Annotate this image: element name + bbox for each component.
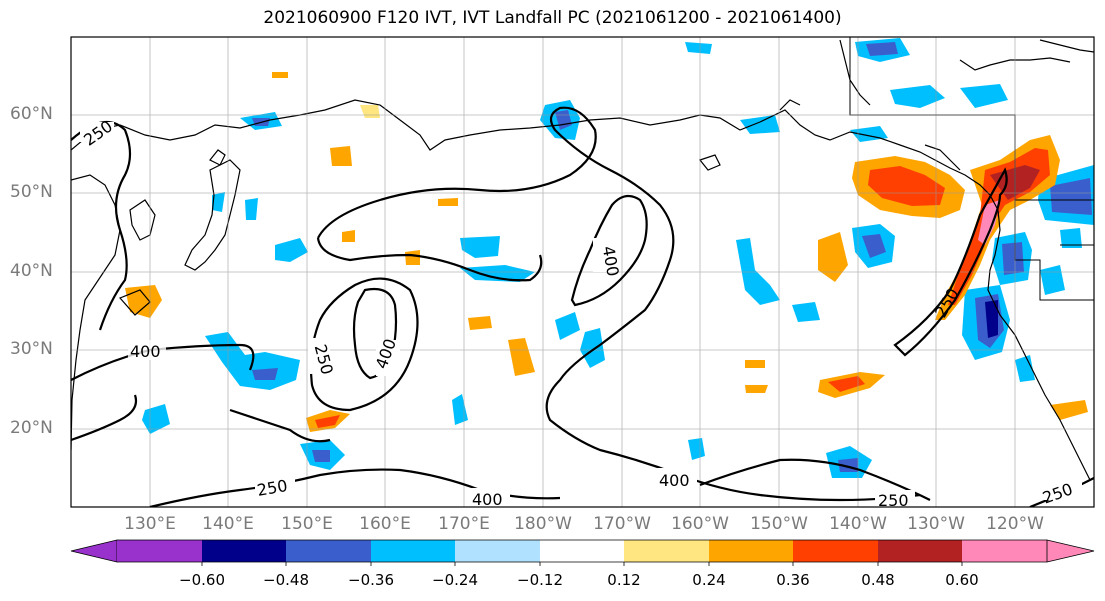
map-frame xyxy=(70,36,1095,508)
lon-label: 180°W xyxy=(514,514,572,534)
colorbar-tick-label: 0.60 xyxy=(945,571,979,589)
colorbar-tick-label: −0.12 xyxy=(517,571,563,589)
colorbar-extend-high xyxy=(1046,539,1095,563)
colorbar-segment xyxy=(962,540,1047,562)
gridlines xyxy=(71,37,1094,507)
colorbar-segment xyxy=(540,540,624,562)
contour-label-400-south: 400 xyxy=(472,490,503,509)
colorbar-tick-label: 0.36 xyxy=(776,571,810,589)
colorbar-segment xyxy=(371,540,455,562)
colorbar-extend-low xyxy=(70,539,118,563)
contour-label-250-south: 250 xyxy=(256,476,289,500)
colorbar-segment xyxy=(286,540,371,562)
colorbar-segment xyxy=(878,540,962,562)
contour-label-250-se: 250 xyxy=(878,491,909,510)
colorbar xyxy=(70,539,1095,566)
contour-label-400-center: 400 xyxy=(599,245,623,278)
colorbar-tick-label: −0.48 xyxy=(263,571,309,589)
colorbar-segment xyxy=(202,540,286,562)
lon-label: 150°W xyxy=(750,514,808,534)
lon-label: 140°E xyxy=(202,514,254,534)
colorbar-tick-label: −0.36 xyxy=(348,571,394,589)
lon-label: 140°W xyxy=(829,514,887,534)
lon-label: 170°W xyxy=(593,514,651,534)
lon-label: 120°W xyxy=(986,514,1044,534)
lat-label: 40°N xyxy=(10,261,53,281)
lon-label: 170°E xyxy=(438,514,490,534)
colorbar-segment xyxy=(709,540,793,562)
lon-label: 130°E xyxy=(124,514,176,534)
lat-label: 20°N xyxy=(10,418,53,438)
colorbar-segment xyxy=(793,540,878,562)
colorbar-segment xyxy=(455,540,540,562)
lat-label: 50°N xyxy=(10,182,53,202)
map-title: 2021060900 F120 IVT, IVT Landfall PC (20… xyxy=(263,8,842,28)
colorbar-segment xyxy=(117,540,202,562)
coastlines xyxy=(71,39,1094,481)
colorbar-tick-label: −0.24 xyxy=(432,571,478,589)
lon-label: 150°E xyxy=(281,514,333,534)
lon-label: 160°E xyxy=(359,514,411,534)
contour-label-400-se: 400 xyxy=(659,471,690,490)
colorbar-tick-label: 0.24 xyxy=(692,571,726,589)
lon-label: 160°W xyxy=(671,514,729,534)
map-plot-area: 250 400 250 400 250 250 400 400 250 250 … xyxy=(71,37,1094,510)
colorbar-tick-label: 0.48 xyxy=(861,571,895,589)
contour-label-400-left: 400 xyxy=(130,342,161,361)
colorbar-tick-label: 0.12 xyxy=(607,571,641,589)
colorbar-tick-label: −0.60 xyxy=(179,571,225,589)
lat-label: 60°N xyxy=(10,104,53,124)
lon-label: 130°W xyxy=(907,514,965,534)
lat-label: 30°N xyxy=(10,339,53,359)
colorbar-segment xyxy=(624,540,709,562)
